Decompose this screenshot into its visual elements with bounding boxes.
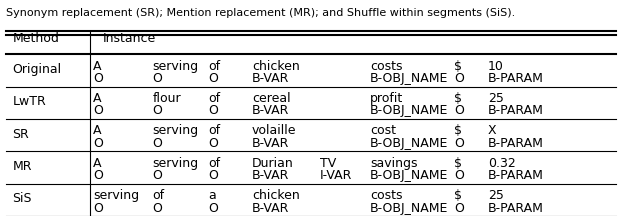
Text: profit: profit (370, 92, 403, 105)
Text: of: of (208, 60, 220, 73)
Text: cereal: cereal (252, 92, 291, 105)
Text: O: O (152, 137, 162, 150)
Text: O: O (208, 202, 218, 214)
Text: B-PARAM: B-PARAM (488, 202, 544, 214)
Text: $: $ (454, 189, 462, 202)
Text: $: $ (454, 60, 462, 73)
Text: of: of (208, 124, 220, 137)
Text: A: A (93, 92, 102, 105)
Text: O: O (152, 104, 162, 118)
Text: cost: cost (370, 124, 396, 137)
Text: O: O (93, 137, 103, 150)
Text: serving: serving (152, 124, 198, 137)
Text: serving: serving (152, 60, 198, 73)
Text: O: O (152, 169, 162, 182)
Text: of: of (152, 189, 164, 202)
Text: SR: SR (12, 128, 29, 141)
Text: of: of (208, 92, 220, 105)
Text: Method: Method (12, 32, 60, 45)
Text: Durian: Durian (252, 157, 294, 170)
Text: 25: 25 (488, 92, 504, 105)
Text: serving: serving (152, 157, 198, 170)
Text: O: O (208, 169, 218, 182)
Text: O: O (208, 104, 218, 118)
Text: O: O (454, 169, 464, 182)
Text: flour: flour (152, 92, 181, 105)
Text: B-PARAM: B-PARAM (488, 72, 544, 85)
Text: O: O (93, 169, 103, 182)
Text: O: O (93, 202, 103, 214)
Text: 0.32: 0.32 (488, 157, 516, 170)
Text: O: O (152, 202, 162, 214)
Text: B-OBJ_NAME: B-OBJ_NAME (370, 202, 449, 214)
Text: volaille: volaille (252, 124, 296, 137)
Text: TV: TV (320, 157, 337, 170)
Text: O: O (152, 72, 162, 85)
Text: serving: serving (93, 189, 140, 202)
Text: B-OBJ_NAME: B-OBJ_NAME (370, 72, 449, 85)
Text: B-PARAM: B-PARAM (488, 169, 544, 182)
Text: O: O (93, 104, 103, 118)
Text: costs: costs (370, 60, 403, 73)
Text: SiS: SiS (12, 192, 32, 205)
Text: 10: 10 (488, 60, 504, 73)
Text: B-VAR: B-VAR (252, 202, 289, 214)
Text: costs: costs (370, 189, 403, 202)
Text: O: O (454, 202, 464, 214)
Text: MR: MR (12, 160, 32, 173)
Text: B-PARAM: B-PARAM (488, 137, 544, 150)
Text: $: $ (454, 157, 462, 170)
Text: Synonym replacement (SR); Mention replacement (MR); and Shuffle within segments : Synonym replacement (SR); Mention replac… (6, 8, 515, 18)
Text: 25: 25 (488, 189, 504, 202)
Text: chicken: chicken (252, 60, 300, 73)
Text: $: $ (454, 92, 462, 105)
Text: $: $ (454, 124, 462, 137)
Text: B-OBJ_NAME: B-OBJ_NAME (370, 104, 449, 118)
Text: O: O (93, 72, 103, 85)
Text: B-OBJ_NAME: B-OBJ_NAME (370, 137, 449, 150)
Text: O: O (454, 137, 464, 150)
Text: B-PARAM: B-PARAM (488, 104, 544, 118)
Text: savings: savings (370, 157, 417, 170)
Text: X: X (488, 124, 497, 137)
Text: O: O (208, 137, 218, 150)
Text: A: A (93, 157, 102, 170)
Text: O: O (454, 72, 464, 85)
Text: a: a (208, 189, 216, 202)
Text: O: O (208, 72, 218, 85)
Text: A: A (93, 60, 102, 73)
Text: B-VAR: B-VAR (252, 169, 289, 182)
Text: O: O (454, 104, 464, 118)
Text: chicken: chicken (252, 189, 300, 202)
Text: Instance: Instance (102, 32, 156, 45)
Text: of: of (208, 157, 220, 170)
Text: A: A (93, 124, 102, 137)
Text: B-OBJ_NAME: B-OBJ_NAME (370, 169, 449, 182)
Text: B-VAR: B-VAR (252, 104, 289, 118)
Text: I-VAR: I-VAR (320, 169, 353, 182)
Text: Original: Original (12, 63, 61, 76)
Text: LwTR: LwTR (12, 95, 46, 108)
Text: B-VAR: B-VAR (252, 137, 289, 150)
Text: B-VAR: B-VAR (252, 72, 289, 85)
